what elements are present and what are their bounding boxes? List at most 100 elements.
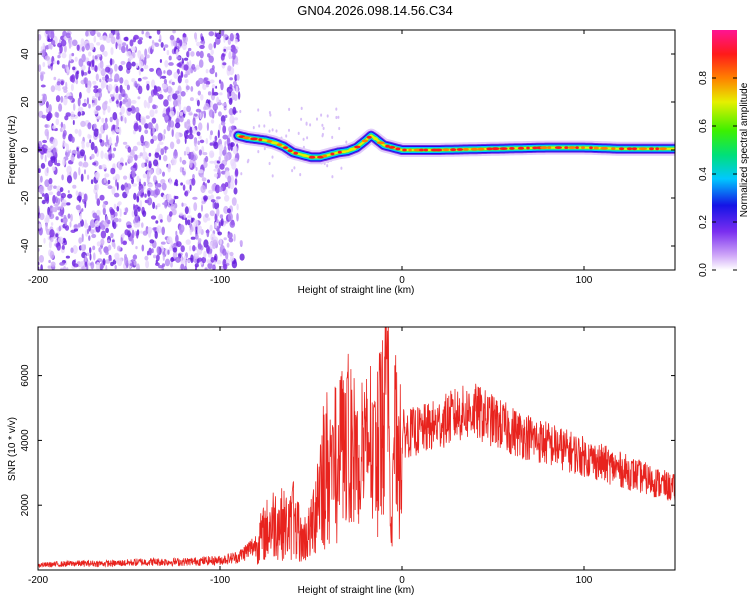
spectrogram-x-tick-label: 100 — [576, 275, 593, 286]
noise-blob — [163, 155, 168, 162]
noise-blob — [216, 219, 219, 224]
signal-peak — [462, 148, 469, 151]
noise-blob — [132, 145, 138, 152]
noise-blob — [220, 218, 224, 227]
noise-blob — [211, 87, 215, 96]
noise-blob — [146, 83, 150, 91]
noise-speck — [299, 173, 302, 177]
signal-peak — [293, 151, 299, 155]
noise-blob — [62, 134, 66, 137]
noise-blob — [77, 111, 82, 117]
noise-blob — [210, 199, 216, 203]
noise-blob — [198, 122, 203, 131]
noise-blob — [156, 93, 160, 97]
noise-blob — [85, 30, 89, 37]
noise-blob — [83, 193, 88, 202]
noise-blob — [203, 77, 208, 84]
noise-blob — [220, 30, 225, 36]
noise-blob — [88, 225, 92, 232]
noise-blob — [218, 99, 221, 105]
noise-blob — [214, 164, 219, 169]
noise-blob — [217, 168, 221, 174]
noise-blob — [96, 209, 101, 217]
noise-blob — [99, 60, 104, 69]
noise-blob — [109, 58, 113, 66]
noise-blob — [45, 214, 50, 222]
noise-blob — [55, 233, 59, 238]
noise-blob — [131, 99, 137, 104]
noise-blob — [76, 44, 80, 51]
noise-blob — [118, 93, 122, 101]
noise-speck — [321, 123, 324, 127]
noise-blob — [146, 156, 149, 160]
noise-blob — [145, 260, 150, 269]
signal-peak — [486, 147, 493, 151]
noise-blob — [232, 81, 237, 86]
noise-blob — [81, 68, 84, 77]
noise-blob — [101, 117, 105, 123]
noise-speck — [263, 124, 266, 128]
noise-blob — [182, 33, 187, 38]
noise-blob — [148, 35, 152, 39]
noise-blob — [156, 203, 161, 208]
noise-blob — [140, 134, 145, 144]
noise-blob — [186, 219, 191, 226]
colorbar-tick-label: 0.4 — [698, 167, 709, 181]
noise-blob — [88, 65, 91, 75]
signal-peak — [250, 137, 258, 141]
noise-blob — [161, 83, 168, 90]
noise-blob — [145, 80, 150, 85]
noise-blob — [196, 131, 201, 137]
noise-blob — [190, 86, 194, 92]
noise-blob — [133, 260, 137, 266]
noise-blob — [80, 173, 84, 182]
signal-peak — [470, 147, 478, 151]
noise-blob — [175, 118, 180, 124]
noise-blob — [59, 127, 63, 133]
noise-blob — [86, 228, 90, 235]
noise-blob — [188, 60, 192, 69]
noise-blob — [166, 50, 170, 56]
noise-blob — [103, 246, 109, 254]
noise-blob — [179, 212, 184, 216]
noise-blob — [152, 175, 157, 183]
noise-blob — [125, 187, 129, 195]
noise-blob — [52, 194, 56, 204]
noise-blob — [176, 138, 181, 145]
noise-blob — [133, 122, 139, 132]
noise-blob — [133, 192, 137, 200]
signal-ridge — [231, 128, 675, 165]
noise-blob — [73, 171, 78, 180]
noise-blob — [96, 183, 99, 191]
signal-peak — [509, 147, 515, 150]
noise-blob — [211, 84, 216, 89]
noise-blob — [201, 177, 207, 182]
noise-blob — [119, 101, 122, 109]
noise-blob — [50, 63, 53, 67]
noise-blob — [61, 64, 66, 69]
noise-blob — [147, 183, 154, 188]
noise-blob — [212, 201, 215, 209]
noise-blob — [191, 178, 196, 186]
noise-blob — [54, 83, 59, 91]
noise-blob — [228, 97, 233, 106]
noise-blob — [40, 46, 43, 52]
noise-blob — [51, 166, 56, 172]
noise-blob — [63, 45, 67, 53]
noise-blob — [227, 208, 231, 214]
noise-blob — [122, 240, 127, 246]
noise-blob — [137, 190, 142, 196]
noise-blob — [227, 175, 232, 184]
noise-blob — [137, 39, 143, 45]
noise-blob — [78, 222, 81, 228]
spectrogram-x-tick-label: -100 — [210, 275, 230, 286]
noise-speck — [239, 109, 242, 114]
signal-peak — [266, 140, 273, 143]
noise-blob — [192, 117, 196, 126]
noise-blob — [99, 194, 105, 201]
noise-blob — [185, 259, 192, 263]
noise-blob — [75, 204, 81, 211]
noise-blob — [224, 153, 230, 162]
noise-blob — [178, 103, 182, 111]
noise-blob — [164, 115, 169, 121]
